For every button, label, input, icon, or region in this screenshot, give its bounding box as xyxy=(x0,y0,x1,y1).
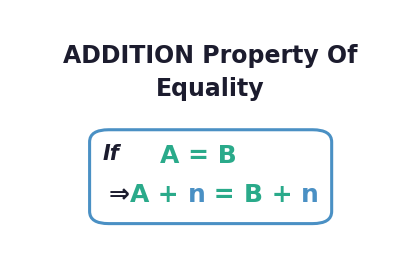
Text: ⇒: ⇒ xyxy=(109,183,130,207)
Text: n: n xyxy=(187,183,206,207)
Text: Equality: Equality xyxy=(156,77,265,101)
Text: A = B: A = B xyxy=(159,144,236,168)
Text: n: n xyxy=(301,183,319,207)
FancyBboxPatch shape xyxy=(90,130,332,224)
Text: +: + xyxy=(149,183,187,207)
Text: +: + xyxy=(263,183,301,207)
Text: A: A xyxy=(130,183,149,207)
Text: =: = xyxy=(206,183,244,207)
Text: ADDITION Property Of: ADDITION Property Of xyxy=(63,44,358,68)
Text: If: If xyxy=(102,144,119,164)
Text: B: B xyxy=(244,183,263,207)
